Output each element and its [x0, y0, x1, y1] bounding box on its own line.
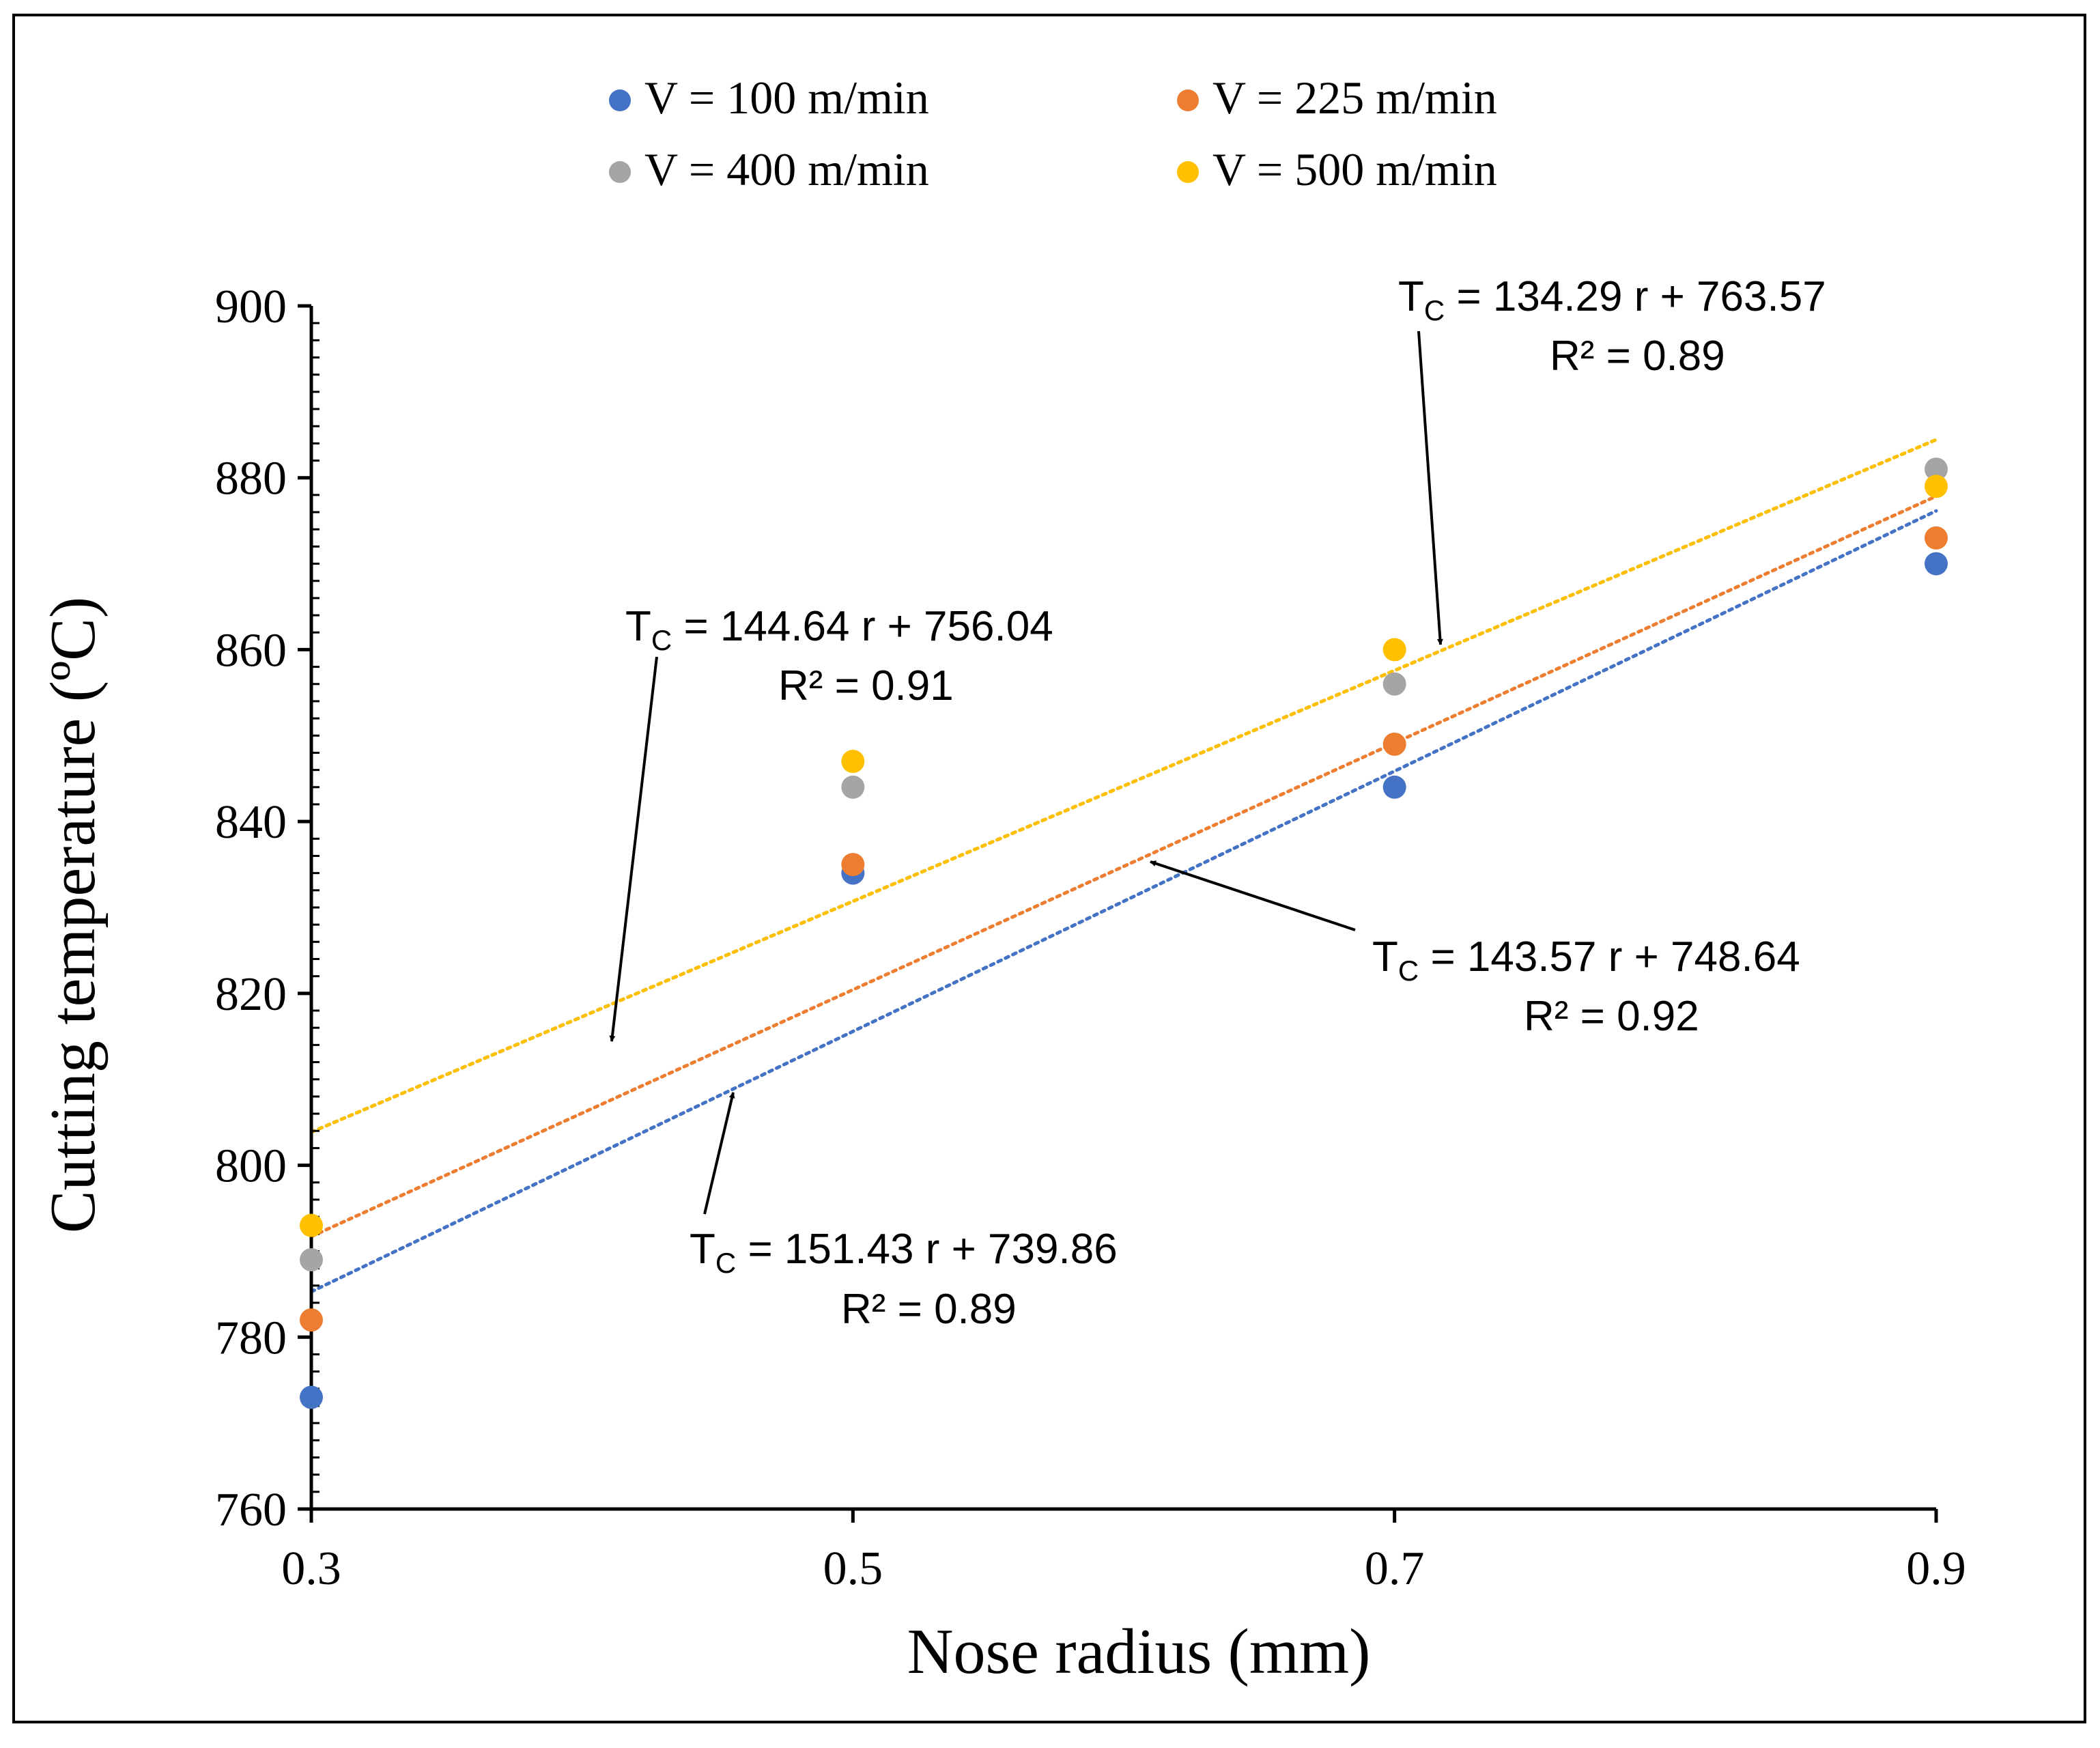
data-point-series-4 — [300, 1213, 323, 1237]
data-point-series-3 — [300, 1248, 323, 1272]
legend-marker-v225 — [1177, 89, 1199, 111]
legend-marker-v400 — [609, 161, 631, 183]
legend-entry-v100: V = 100 m/min — [609, 72, 929, 124]
trendline-4 — [309, 438, 1938, 1134]
legend-label-v500: V = 500 m/min — [1212, 143, 1497, 195]
annotation-4-equation: TC = 151.43 r + 739.86 — [690, 1226, 1118, 1279]
annotation-2-r2: R² = 0.91 — [778, 662, 954, 709]
x-tick-label: 0.7 — [1365, 1542, 1425, 1595]
y-axis-title: Cutting temperature (ºC) — [38, 597, 109, 1233]
x-axis-title: Nose radius (mm) — [907, 1616, 1371, 1687]
data-point-series-2 — [1925, 526, 1948, 550]
trendline-1 — [309, 509, 1938, 1294]
y-tick-label: 820 — [215, 968, 287, 1021]
annotation-3-arrow — [1150, 860, 1356, 931]
legend: V = 100 m/min V = 225 m/min V = 400 m/mi… — [609, 72, 1497, 195]
y-tick-label: 780 — [215, 1312, 287, 1364]
y-tick-labels: 760 780 800 820 840 860 880 900 — [215, 281, 287, 1536]
y-tick-label: 860 — [215, 624, 287, 677]
annotation-2-arrow — [609, 656, 658, 1042]
legend-entry-v400: V = 400 m/min — [609, 143, 929, 195]
annotation-4-arrow — [703, 1092, 735, 1215]
annotation-2-equation: TC = 144.64 r + 756.04 — [625, 603, 1053, 656]
legend-marker-v100 — [609, 89, 631, 111]
data-point-series-3 — [841, 775, 865, 799]
x-tick-labels: 0.3 0.5 0.7 0.9 — [281, 1542, 1966, 1595]
trendlines — [309, 438, 1938, 1294]
data-point-series-4 — [1925, 475, 1948, 498]
x-tick-label: 0.3 — [281, 1542, 341, 1595]
legend-label-v225: V = 225 m/min — [1212, 72, 1497, 124]
x-tick-label: 0.9 — [1906, 1542, 1966, 1595]
data-point-series-1 — [1925, 552, 1948, 576]
data-point-series-1 — [1382, 775, 1406, 799]
data-point-series-4 — [841, 750, 865, 774]
x-tick-label: 0.5 — [823, 1542, 883, 1595]
annotation-1-r2: R² = 0.89 — [1550, 333, 1725, 380]
annotation-2: TC = 144.64 r + 756.04 R² = 0.91 — [609, 603, 1053, 1042]
data-points — [300, 457, 1948, 1409]
legend-marker-v500 — [1177, 161, 1199, 183]
data-point-series-1 — [300, 1385, 323, 1409]
legend-entry-v225: V = 225 m/min — [1177, 72, 1497, 124]
annotation-4-r2: R² = 0.89 — [841, 1286, 1017, 1333]
legend-entry-v500: V = 500 m/min — [1177, 143, 1497, 195]
annotation-1-equation: TC = 134.29 r + 763.57 — [1398, 273, 1826, 326]
data-point-series-2 — [300, 1308, 323, 1332]
data-point-series-2 — [1382, 732, 1406, 756]
figure-border — [12, 14, 2086, 1723]
annotation-3-r2: R² = 0.92 — [1524, 993, 1699, 1040]
annotation-1: TC = 134.29 r + 763.57 R² = 0.89 — [1398, 273, 1826, 645]
data-point-series-3 — [1382, 672, 1406, 696]
data-point-series-4 — [1382, 638, 1406, 662]
annotation-1-arrow — [1417, 330, 1443, 645]
legend-label-v400: V = 400 m/min — [644, 143, 929, 195]
data-point-series-2 — [841, 853, 865, 877]
y-tick-label: 880 — [215, 453, 287, 505]
data-point-series-3 — [1925, 457, 1948, 481]
y-tick-label: 840 — [215, 796, 287, 849]
annotation-3-equation: TC = 143.57 r + 748.64 — [1372, 933, 1800, 987]
legend-label-v100: V = 100 m/min — [644, 72, 929, 124]
trendline-2 — [309, 494, 1938, 1239]
annotation-3: TC = 143.57 r + 748.64 R² = 0.92 — [1150, 860, 1800, 1040]
y-tick-label: 760 — [215, 1484, 287, 1536]
y-tick-label: 900 — [215, 281, 287, 333]
y-tick-label: 800 — [215, 1140, 287, 1193]
annotation-4: TC = 151.43 r + 739.86 R² = 0.89 — [690, 1092, 1118, 1333]
